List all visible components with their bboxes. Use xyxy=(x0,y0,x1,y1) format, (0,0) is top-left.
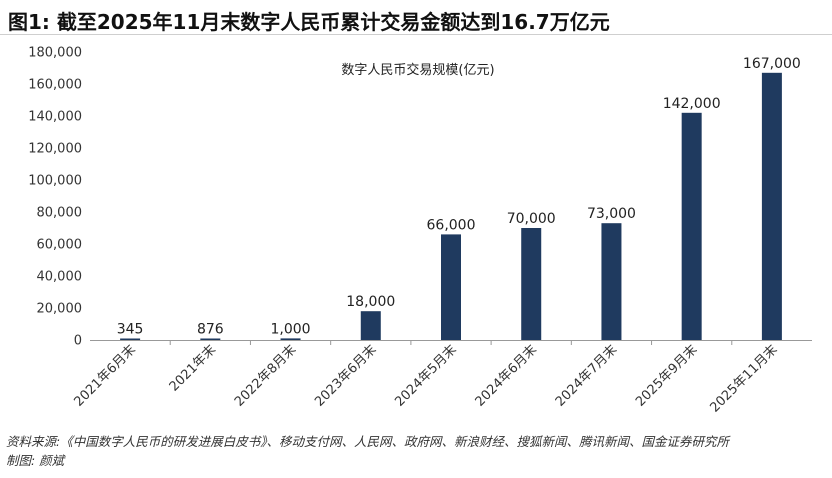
data-label: 18,000 xyxy=(346,294,395,310)
y-tick-label: 140,000 xyxy=(28,110,82,125)
category-label: 2021年6月末 xyxy=(72,342,139,409)
category-label: 2024年7月末 xyxy=(553,342,620,409)
category-label: 2023年6月末 xyxy=(312,342,379,409)
y-tick-label: 20,000 xyxy=(37,302,83,317)
y-tick-label: 180,000 xyxy=(28,46,82,61)
bar-chart: 0 20,000 40,000 60,000 80,000 100,000 120,000 1… xyxy=(28,46,812,416)
bar xyxy=(521,228,542,340)
title-divider xyxy=(0,34,832,35)
data-label: 66,000 xyxy=(427,217,476,233)
data-label: 167,000 xyxy=(743,56,801,72)
data-label: 1,000 xyxy=(271,321,311,337)
figure-title: 图1: 截至2025年11月末数字人民币累计交易金额达到16.7万亿元 xyxy=(8,10,610,34)
data-label: 876 xyxy=(197,322,224,338)
bar xyxy=(761,72,782,341)
bar xyxy=(200,338,221,340)
source-note: 资料来源:《中国数字人民币的研发进展白皮书》、移动支付网、人民网、政府网、新浪财… xyxy=(6,434,729,449)
data-label: 345 xyxy=(117,322,144,338)
bar xyxy=(441,234,461,340)
category-label: 2024年5月末 xyxy=(392,342,459,409)
bar-series: 345 876 1,000 18,000 66,000 70,000 73,000 142,0… xyxy=(117,56,801,341)
category-label: 2021年末 xyxy=(167,342,219,394)
author-note: 制图: 颜斌 xyxy=(6,453,65,468)
category-label: 2022年8月末 xyxy=(232,342,299,409)
figure-footer: 资料来源:《中国数字人民币的研发进展白皮书》、移动支付网、人民网、政府网、新浪财… xyxy=(6,432,729,470)
data-label: 73,000 xyxy=(587,206,636,222)
legend-label: 数字人民币交易规模(亿元) xyxy=(341,62,494,78)
data-label: 142,000 xyxy=(663,96,721,112)
bar xyxy=(360,311,381,340)
category-label: 2024年6月末 xyxy=(473,342,540,409)
y-tick-label: 160,000 xyxy=(28,78,82,93)
category-label: 2025年11月末 xyxy=(707,342,780,415)
data-label: 70,000 xyxy=(507,211,556,227)
bar xyxy=(120,338,141,340)
y-tick-label: 120,000 xyxy=(28,142,82,157)
y-tick-label: 100,000 xyxy=(28,174,82,189)
bar xyxy=(280,338,301,340)
x-axis: 2021年6月末 2021年末 2022年8月末 2023年6月末 2024年5月末 20… xyxy=(72,340,812,416)
y-tick-label: 40,000 xyxy=(37,270,83,285)
bar xyxy=(601,223,622,340)
y-tick-label: 0 xyxy=(74,334,82,349)
category-label: 2025年9月末 xyxy=(633,342,700,409)
bar xyxy=(681,112,702,340)
y-tick-label: 80,000 xyxy=(37,206,83,221)
y-axis: 0 20,000 40,000 60,000 80,000 100,000 120,000 1… xyxy=(28,46,82,349)
y-tick-label: 60,000 xyxy=(37,238,83,253)
